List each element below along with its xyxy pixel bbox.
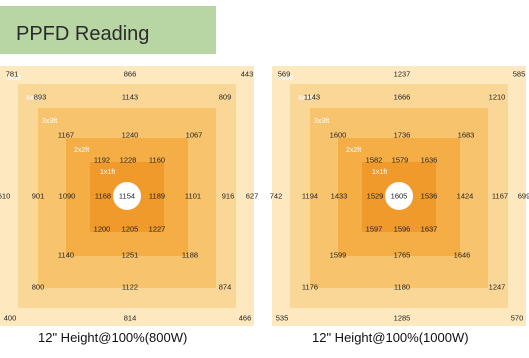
ppfd-value: 1666 — [393, 92, 411, 102]
zone-label-2x2ft: 2x2ft — [346, 147, 362, 154]
ppfd-map-1000w: 5x5ft 4x4ft 3x3ft 2x2ft 1x1ft 569 1237 585… — [269, 66, 529, 326]
ppfd-value: 1154 — [118, 191, 136, 201]
ppfd-value: 1596 — [393, 224, 411, 234]
ppfd-value: 1143 — [121, 92, 139, 102]
ppfd-value: 1579 — [391, 155, 409, 165]
ppfd-value: 1228 — [119, 155, 137, 165]
ppfd-value: 1765 — [393, 250, 411, 260]
ppfd-value: 1192 — [93, 155, 111, 165]
ppfd-value: 1433 — [330, 191, 348, 201]
ppfd-value: 1240 — [121, 130, 139, 140]
ppfd-value: 400 — [3, 313, 17, 323]
ppfd-value: 1599 — [329, 250, 347, 260]
ppfd-value: 1101 — [184, 191, 202, 201]
zone-label-1x1ft: 1x1ft — [100, 169, 116, 176]
zone-label-3x3ft: 3x3ft — [42, 118, 58, 125]
ppfd-value: 1529 — [366, 191, 384, 201]
ppfd-value: 1736 — [393, 130, 411, 140]
ppfd-value: 1600 — [329, 130, 347, 140]
ppfd-value: 916 — [221, 191, 235, 201]
ppfd-value: 1167 — [57, 130, 75, 140]
ppfd-value: 466 — [238, 313, 252, 323]
ppfd-value: 1168 — [94, 191, 112, 201]
ppfd-value: 1188 — [181, 250, 199, 260]
ppfd-value: 866 — [123, 69, 137, 79]
ppfd-value: 1683 — [457, 130, 475, 140]
center-point — [385, 182, 413, 210]
ppfd-value: 1205 — [121, 224, 139, 234]
zone-label-1x1ft: 1x1ft — [372, 169, 388, 176]
ppfd-value: 781 — [5, 69, 19, 79]
ppfd-value: 1582 — [365, 155, 383, 165]
ppfd-value: 901 — [31, 191, 45, 201]
zone-label-5x5ft: 5x5ft — [278, 75, 294, 82]
ppfd-value: 1536 — [420, 191, 438, 201]
ppfd-value: 1090 — [58, 191, 76, 201]
ppfd-value: 1176 — [301, 282, 319, 292]
ppfd-map-800w: 5x5ft 4x4ft 3x3ft 2x2ft 1x1ft 781 866 443 8… — [0, 66, 258, 326]
ppfd-value: 1194 — [301, 191, 319, 201]
ppfd-value: 874 — [218, 282, 232, 292]
ppfd-value: 1200 — [93, 224, 111, 234]
ppfd-value: 1605 — [390, 191, 408, 201]
ppfd-value: 1167 — [491, 191, 509, 201]
page-title: PPFD Reading — [16, 23, 150, 45]
ppfd-value: 1189 — [148, 191, 166, 201]
zone-label-3x3ft: 3x3ft — [314, 118, 330, 125]
ppfd-value: 1237 — [393, 69, 411, 79]
ppfd-value: 1247 — [488, 282, 506, 292]
ppfd-value: 742 — [269, 191, 283, 201]
center-point — [113, 182, 141, 210]
caption-1000w: 12" Height@100%(1000W) — [312, 330, 469, 345]
caption-800w: 12" Height@100%(800W) — [38, 330, 188, 345]
ppfd-value: 1160 — [148, 155, 166, 165]
ppfd-value: 800 — [31, 282, 45, 292]
zone-label-4x4ft: 4x4ft — [298, 95, 314, 102]
ppfd-value: 1251 — [121, 250, 139, 260]
ppfd-value: 1597 — [365, 224, 383, 234]
ppfd-value: 1424 — [456, 191, 474, 201]
ppfd-value: 1227 — [148, 224, 166, 234]
ppfd-value: 1180 — [393, 282, 411, 292]
ppfd-value: 535 — [275, 313, 289, 323]
ppfd-value: 1122 — [121, 282, 139, 292]
zone-label-2x2ft: 2x2ft — [74, 147, 90, 154]
ppfd-value: 1143 — [303, 92, 321, 102]
ppfd-value: 699 — [517, 191, 529, 201]
ppfd-value: 1637 — [420, 224, 438, 234]
ppfd-value: 1140 — [57, 250, 75, 260]
ppfd-value: 1646 — [453, 250, 471, 260]
ppfd-value: 610 — [0, 191, 11, 201]
ppfd-value: 570 — [510, 313, 524, 323]
ppfd-value: 893 — [33, 92, 47, 102]
ppfd-value: 814 — [123, 313, 137, 323]
ppfd-value: 1636 — [420, 155, 438, 165]
ppfd-value: 443 — [240, 69, 254, 79]
zone-label-5x5ft: 5x5ft — [6, 75, 22, 82]
title-banner: PPFD Reading — [0, 6, 216, 54]
ppfd-value: 1210 — [488, 92, 506, 102]
zone-label-4x4ft: 4x4ft — [26, 95, 42, 102]
ppfd-value: 627 — [245, 191, 259, 201]
ppfd-value: 569 — [277, 69, 291, 79]
ppfd-value: 585 — [512, 69, 526, 79]
ppfd-value: 1067 — [185, 130, 203, 140]
ppfd-value: 809 — [218, 92, 232, 102]
ppfd-value: 1285 — [393, 313, 411, 323]
